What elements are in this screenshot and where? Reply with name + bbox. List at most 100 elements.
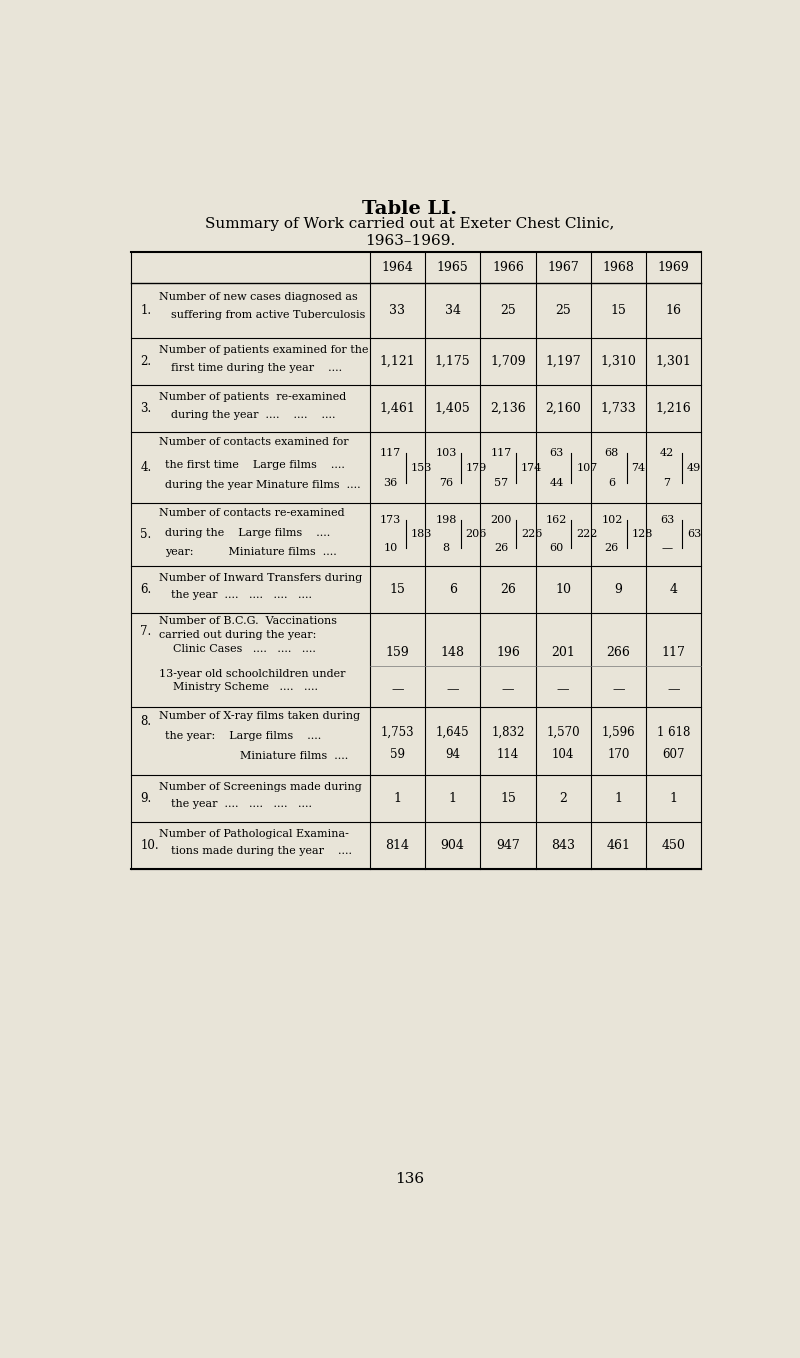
Text: carried out during the year:: carried out during the year: — [159, 630, 316, 640]
Text: 15: 15 — [610, 304, 626, 316]
Text: —: — — [662, 543, 673, 553]
Text: 8: 8 — [442, 543, 450, 553]
Text: 57: 57 — [494, 478, 508, 488]
Text: —: — — [391, 683, 403, 697]
Text: 2.: 2. — [140, 354, 151, 368]
Text: 1,570: 1,570 — [546, 727, 580, 739]
Text: 1,733: 1,733 — [601, 402, 636, 414]
Text: 198: 198 — [435, 516, 457, 526]
Text: 10: 10 — [555, 583, 571, 596]
Text: Number of Pathological Examina-: Number of Pathological Examina- — [159, 828, 349, 839]
Text: 9: 9 — [614, 583, 622, 596]
Text: 173: 173 — [380, 516, 402, 526]
Text: Number of X-ray films taken during: Number of X-ray films taken during — [159, 710, 360, 721]
Text: 1,121: 1,121 — [379, 354, 415, 368]
Text: 1,832: 1,832 — [491, 727, 525, 739]
Text: Clinic Cases   ....   ....   ....: Clinic Cases .... .... .... — [159, 644, 316, 653]
Text: 13-year old schoolchildren under: 13-year old schoolchildren under — [159, 669, 346, 679]
Text: Number of patients examined for the: Number of patients examined for the — [159, 345, 368, 354]
Text: 1,197: 1,197 — [546, 354, 581, 368]
Text: 179: 179 — [466, 463, 487, 473]
Text: 159: 159 — [386, 645, 410, 659]
Text: the year  ....   ....   ....   ....: the year .... .... .... .... — [171, 589, 312, 600]
Text: 59: 59 — [390, 748, 405, 760]
Text: Number of Inward Transfers during: Number of Inward Transfers during — [159, 573, 362, 583]
Text: 60: 60 — [550, 543, 564, 553]
Text: during the year  ....    ....    ....: during the year .... .... .... — [171, 410, 336, 420]
Text: 1,596: 1,596 — [602, 727, 635, 739]
Text: 222: 222 — [576, 530, 598, 539]
Text: 44: 44 — [550, 478, 564, 488]
Text: 1,461: 1,461 — [379, 402, 415, 414]
Text: 1965: 1965 — [437, 261, 469, 274]
Text: 6: 6 — [608, 478, 615, 488]
Text: 947: 947 — [496, 839, 520, 851]
Text: 117: 117 — [662, 645, 686, 659]
Text: 2: 2 — [559, 792, 567, 805]
Text: 162: 162 — [546, 516, 567, 526]
Text: 1,753: 1,753 — [381, 727, 414, 739]
Text: 5.: 5. — [140, 528, 151, 540]
Text: 1 618: 1 618 — [657, 727, 690, 739]
Text: Number of new cases diagnosed as: Number of new cases diagnosed as — [159, 292, 358, 301]
Text: 200: 200 — [490, 516, 512, 526]
Text: 102: 102 — [601, 516, 622, 526]
Text: 4.: 4. — [140, 460, 151, 474]
Text: during the    Large films    ....: during the Large films .... — [165, 528, 330, 538]
Text: 183: 183 — [410, 530, 432, 539]
Text: 814: 814 — [386, 839, 410, 851]
Text: Number of B.C.G.  Vaccinations: Number of B.C.G. Vaccinations — [159, 617, 337, 626]
Text: 1,301: 1,301 — [656, 354, 692, 368]
Text: 1,216: 1,216 — [656, 402, 692, 414]
Text: 1966: 1966 — [492, 261, 524, 274]
Text: 33: 33 — [390, 304, 406, 316]
Text: 107: 107 — [576, 463, 598, 473]
Text: 1963–1969.: 1963–1969. — [365, 234, 455, 249]
Text: 128: 128 — [631, 530, 653, 539]
Text: 1: 1 — [394, 792, 402, 805]
Text: Miniature films  ....: Miniature films .... — [184, 751, 348, 760]
Text: Number of Screenings made during: Number of Screenings made during — [159, 782, 362, 792]
Text: 1: 1 — [670, 792, 678, 805]
Text: 461: 461 — [606, 839, 630, 851]
Text: 1,645: 1,645 — [436, 727, 470, 739]
Text: 1964: 1964 — [382, 261, 414, 274]
Text: 3.: 3. — [140, 402, 151, 414]
Text: 26: 26 — [500, 583, 516, 596]
Text: 607: 607 — [662, 748, 685, 760]
Text: 15: 15 — [390, 583, 406, 596]
Text: 9.: 9. — [140, 792, 151, 805]
Text: 114: 114 — [497, 748, 519, 760]
Text: 25: 25 — [555, 304, 571, 316]
Text: —: — — [667, 683, 680, 697]
Text: 7.: 7. — [140, 625, 151, 638]
Text: —: — — [446, 683, 459, 697]
Text: 10: 10 — [383, 543, 398, 553]
Text: 1: 1 — [614, 792, 622, 805]
Text: 1,175: 1,175 — [435, 354, 470, 368]
Text: 266: 266 — [606, 645, 630, 659]
Text: 10.: 10. — [140, 839, 159, 851]
Text: 170: 170 — [607, 748, 630, 760]
Text: —: — — [557, 683, 570, 697]
Text: tions made during the year    ....: tions made during the year .... — [171, 846, 352, 856]
Text: 206: 206 — [466, 530, 487, 539]
Text: Number of contacts examined for: Number of contacts examined for — [159, 437, 349, 447]
Text: 42: 42 — [660, 448, 674, 458]
Text: 63: 63 — [687, 530, 701, 539]
Text: first time during the year    ....: first time during the year .... — [171, 363, 342, 372]
Text: —: — — [612, 683, 625, 697]
Text: 1,310: 1,310 — [601, 354, 637, 368]
Text: 34: 34 — [445, 304, 461, 316]
Text: Ministry Scheme   ....   ....: Ministry Scheme .... .... — [159, 682, 318, 693]
Text: 450: 450 — [662, 839, 686, 851]
Text: the year:    Large films    ....: the year: Large films .... — [165, 731, 322, 741]
Text: 26: 26 — [494, 543, 508, 553]
Text: 1968: 1968 — [602, 261, 634, 274]
Text: 196: 196 — [496, 645, 520, 659]
Text: 6.: 6. — [140, 583, 151, 596]
Text: 7: 7 — [664, 478, 670, 488]
Text: suffering from active Tuberculosis: suffering from active Tuberculosis — [171, 311, 366, 320]
Text: 148: 148 — [441, 645, 465, 659]
Text: —: — — [502, 683, 514, 697]
